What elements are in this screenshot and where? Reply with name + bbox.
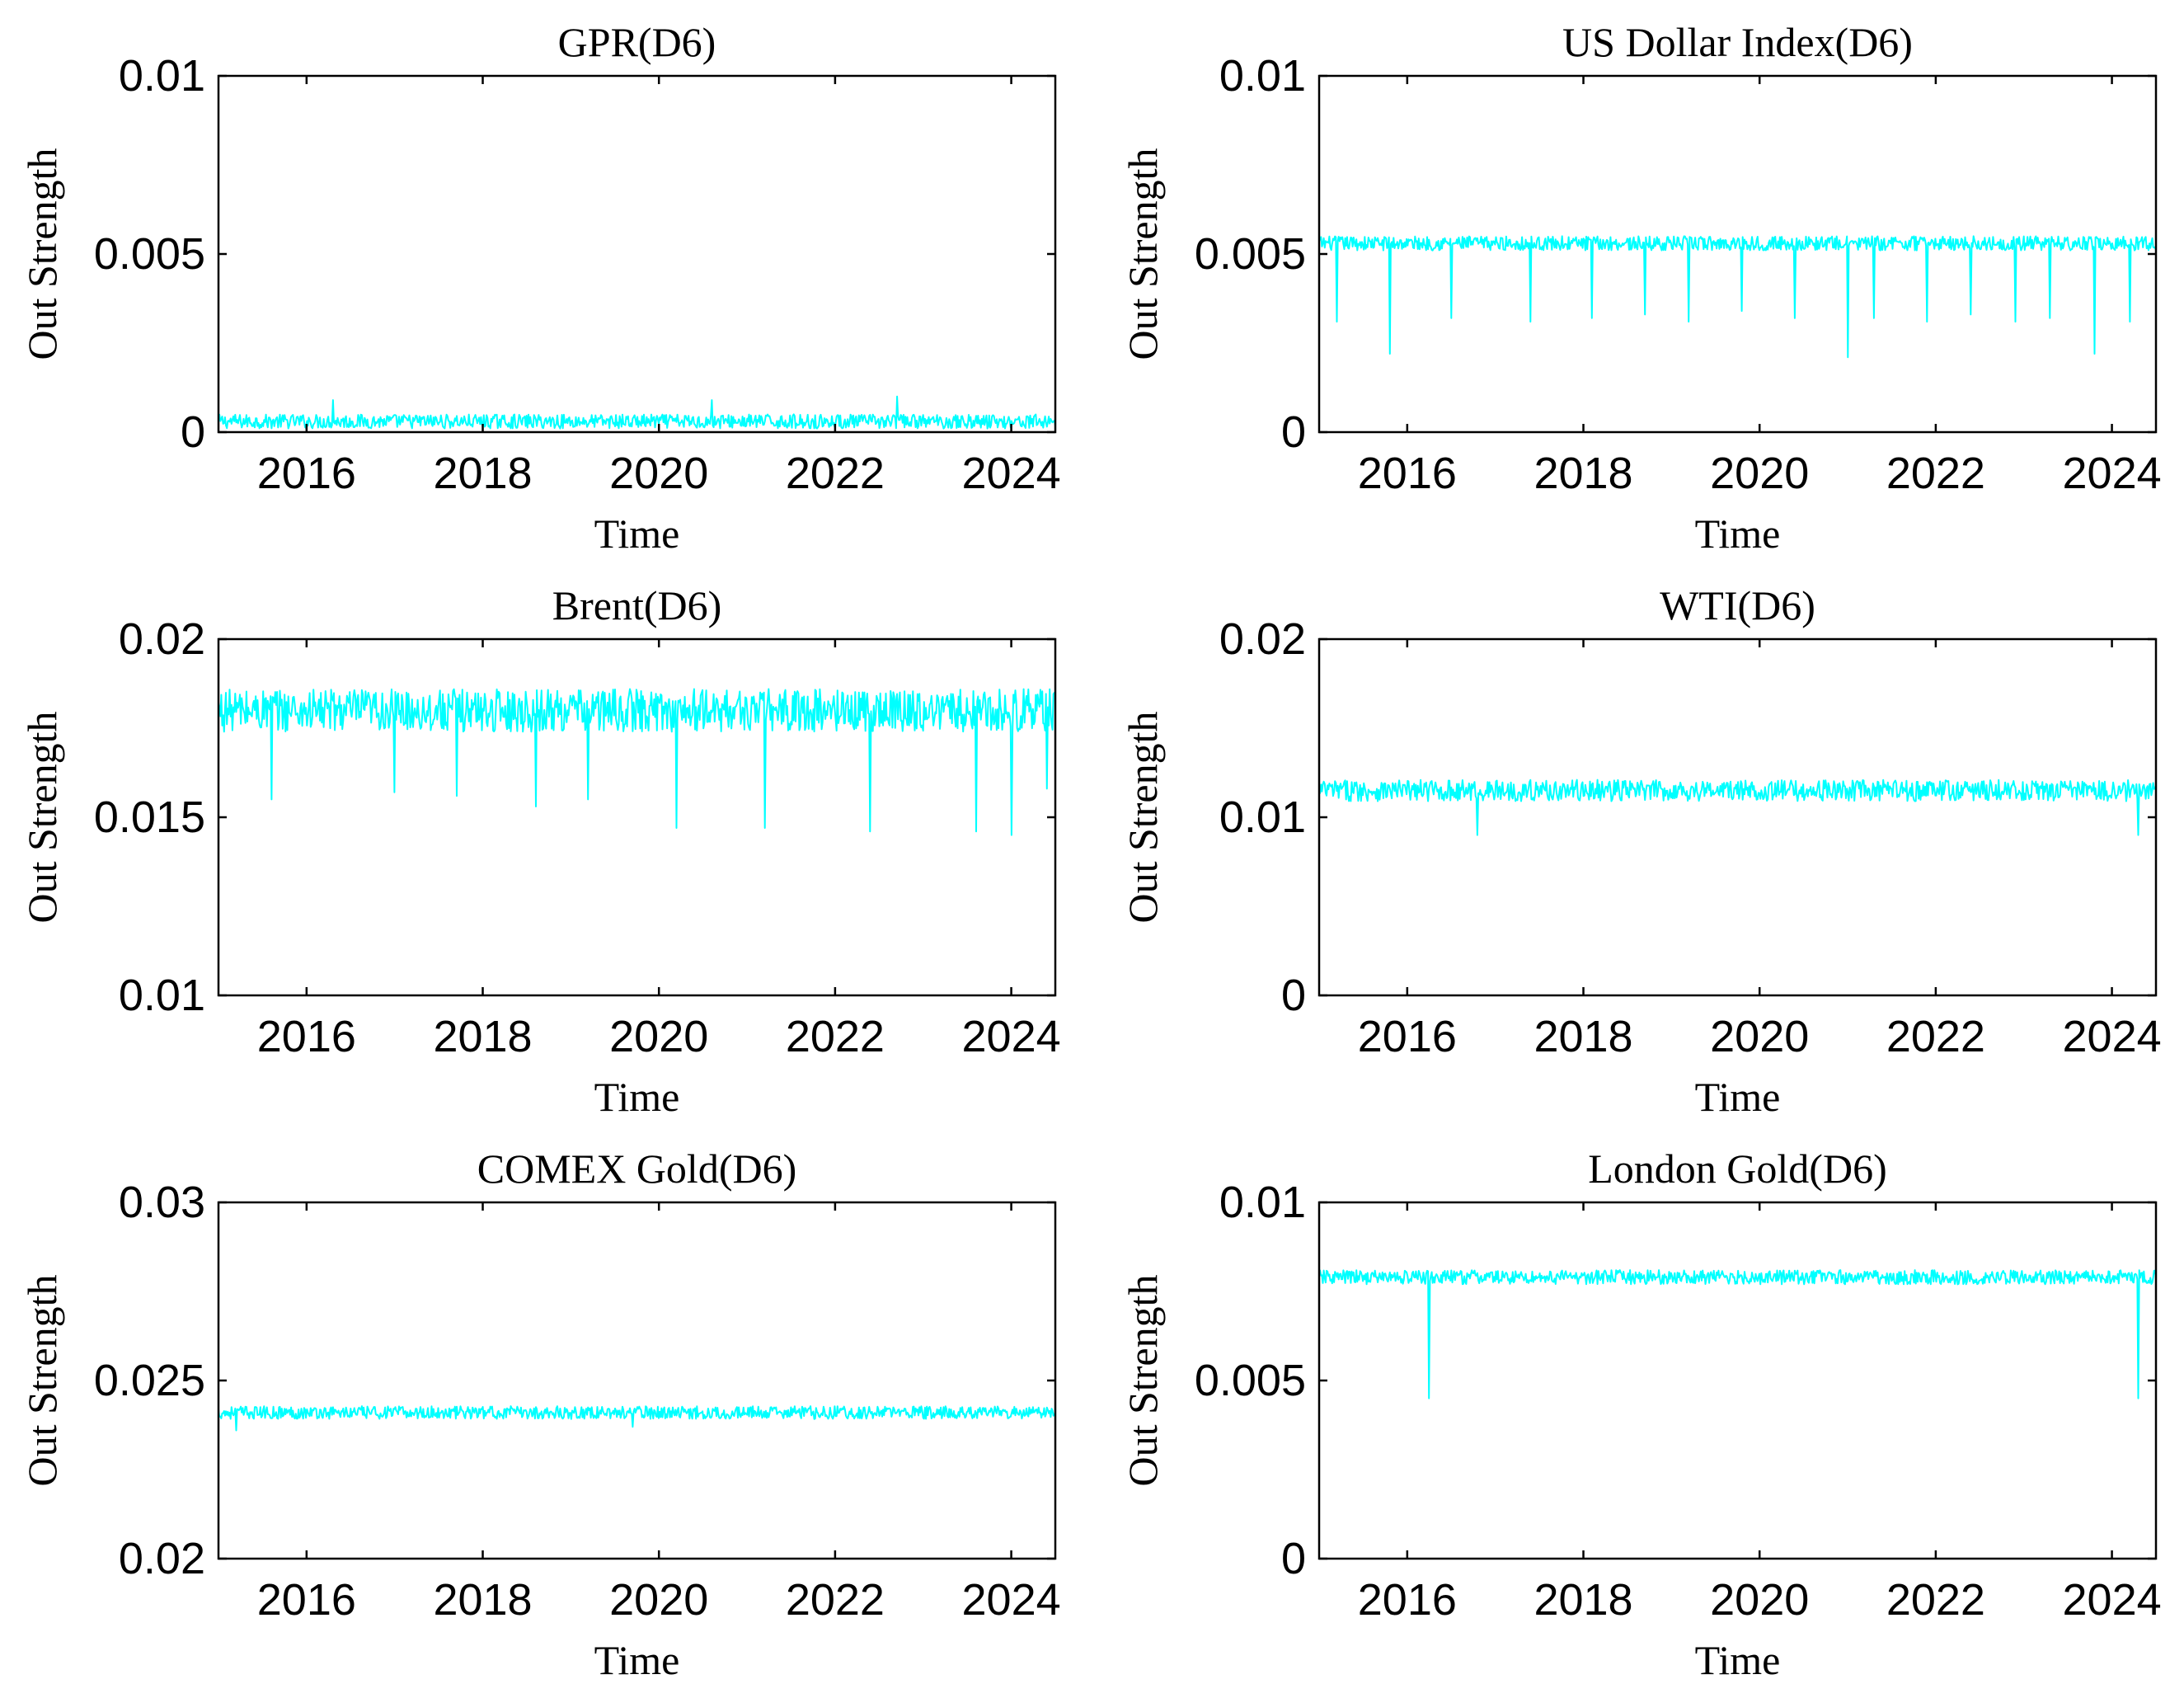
series-line-4 — [1318, 778, 2157, 836]
y-axis-label: Out Strength — [1120, 148, 1166, 360]
y-tick-label: 0 — [1281, 1534, 1306, 1583]
chart-title: London Gold(D6) — [1588, 1145, 1886, 1192]
subplot-2: 2016 2018 2020 2022 2024 0 0.005 0.01 US Dollar … — [1120, 19, 2162, 557]
y-tick-label: 0.005 — [1195, 229, 1306, 279]
chart-title: COMEX Gold(D6) — [477, 1145, 796, 1192]
chart-title: US Dollar Index(D6) — [1562, 19, 1913, 65]
y-axis-label: Out Strength — [1120, 712, 1166, 924]
y-tick-label: 0.01 — [1219, 51, 1306, 101]
axes-box — [1317, 1201, 2158, 1560]
x-axis-label: Time — [1695, 1637, 1781, 1683]
x-tick-label: 2020 — [1710, 1012, 1809, 1061]
series-line-1 — [218, 395, 1056, 430]
series-line-6 — [1318, 1269, 2157, 1399]
chart-title: WTI(D6) — [1660, 582, 1815, 628]
y-tick-label: 0.025 — [94, 1356, 205, 1405]
y-tick-label: 0.01 — [1219, 1178, 1306, 1227]
chart-title: GPR(D6) — [558, 19, 716, 65]
x-tick-label: 2022 — [1886, 1575, 1985, 1625]
y-tick-label: 0.005 — [94, 229, 205, 279]
y-tick-label: 0.03 — [119, 1178, 205, 1227]
x-tick-label: 2018 — [1533, 449, 1632, 498]
x-tick-label: 2024 — [962, 1575, 1061, 1625]
subplot-3: 2016 2018 2020 2022 2024 0.01 0.015 0.02 Brent(D… — [19, 582, 1061, 1120]
x-axis-label: Time — [1695, 1074, 1781, 1120]
y-axis-label: Out Strength — [19, 1275, 65, 1487]
series-line-2 — [1318, 235, 2157, 359]
x-axis-label: Time — [1695, 510, 1781, 557]
x-tick-label: 2016 — [1358, 449, 1457, 498]
y-tick-label: 0 — [1281, 407, 1306, 457]
axes-box — [1317, 637, 2158, 997]
x-tick-label: 2018 — [1533, 1012, 1632, 1061]
x-tick-label: 2024 — [962, 449, 1061, 498]
subplot-5: 2016 2018 2020 2022 2024 0.02 0.025 0.03 COMEX G… — [19, 1145, 1061, 1683]
y-axis-label: Out Strength — [1120, 1275, 1166, 1487]
y-axis-label: Out Strength — [19, 712, 65, 924]
y-tick-label: 0.005 — [1195, 1356, 1306, 1405]
y-tick-label: 0.015 — [94, 793, 205, 842]
x-tick-label: 2018 — [433, 1012, 532, 1061]
x-tick-label: 2020 — [1710, 449, 1809, 498]
x-tick-label: 2020 — [609, 449, 708, 498]
x-tick-label: 2018 — [433, 1575, 532, 1625]
x-tick-label: 2022 — [786, 1012, 885, 1061]
chart-title: Brent(D6) — [552, 582, 722, 628]
x-axis-label: Time — [594, 1074, 680, 1120]
y-tick-label: 0 — [181, 407, 205, 457]
x-tick-label: 2016 — [257, 1575, 356, 1625]
subplot-4: 2016 2018 2020 2022 2024 0 0.01 0.02 WTI(D6) Time… — [1120, 582, 2162, 1120]
x-tick-label: 2022 — [1886, 1012, 1985, 1061]
x-axis-label: Time — [594, 510, 680, 557]
y-tick-label: 0 — [1281, 971, 1306, 1020]
x-tick-label: 2024 — [2063, 449, 2162, 498]
axes-box — [1317, 74, 2158, 434]
x-tick-label: 2018 — [433, 449, 532, 498]
x-tick-label: 2024 — [962, 1012, 1061, 1061]
x-tick-label: 2020 — [609, 1012, 708, 1061]
x-tick-label: 2022 — [786, 1575, 885, 1625]
x-tick-label: 2020 — [609, 1575, 708, 1625]
x-tick-label: 2016 — [257, 449, 356, 498]
x-tick-label: 2016 — [1358, 1012, 1457, 1061]
x-tick-label: 2024 — [2063, 1575, 2162, 1625]
x-axis-label: Time — [594, 1637, 680, 1683]
axes-box — [217, 1201, 1057, 1560]
y-tick-label: 0.01 — [1219, 793, 1306, 842]
x-tick-label: 2020 — [1710, 1575, 1809, 1625]
y-axis-label: Out Strength — [19, 148, 65, 360]
x-tick-label: 2016 — [1358, 1575, 1457, 1625]
series-line-3 — [218, 688, 1056, 836]
subplot-1: 2016 2018 2020 2022 2024 0 0.005 0.01 GPR(D6) Tim… — [19, 19, 1061, 557]
x-tick-label: 2018 — [1533, 1575, 1632, 1625]
x-tick-label: 2022 — [786, 449, 885, 498]
y-tick-label: 0.02 — [119, 1534, 205, 1583]
y-tick-label: 0.02 — [1219, 614, 1306, 664]
x-tick-label: 2016 — [257, 1012, 356, 1061]
y-tick-label: 0.01 — [119, 971, 205, 1020]
axes-box — [217, 74, 1057, 434]
x-tick-label: 2024 — [2063, 1012, 2162, 1061]
series-line-5 — [218, 1405, 1056, 1432]
y-tick-label: 0.01 — [119, 51, 205, 101]
x-tick-label: 2022 — [1886, 449, 1985, 498]
subplot-6: 2016 2018 2020 2022 2024 0 0.005 0.01 London Gol… — [1120, 1145, 2162, 1683]
y-tick-label: 0.02 — [119, 614, 205, 664]
